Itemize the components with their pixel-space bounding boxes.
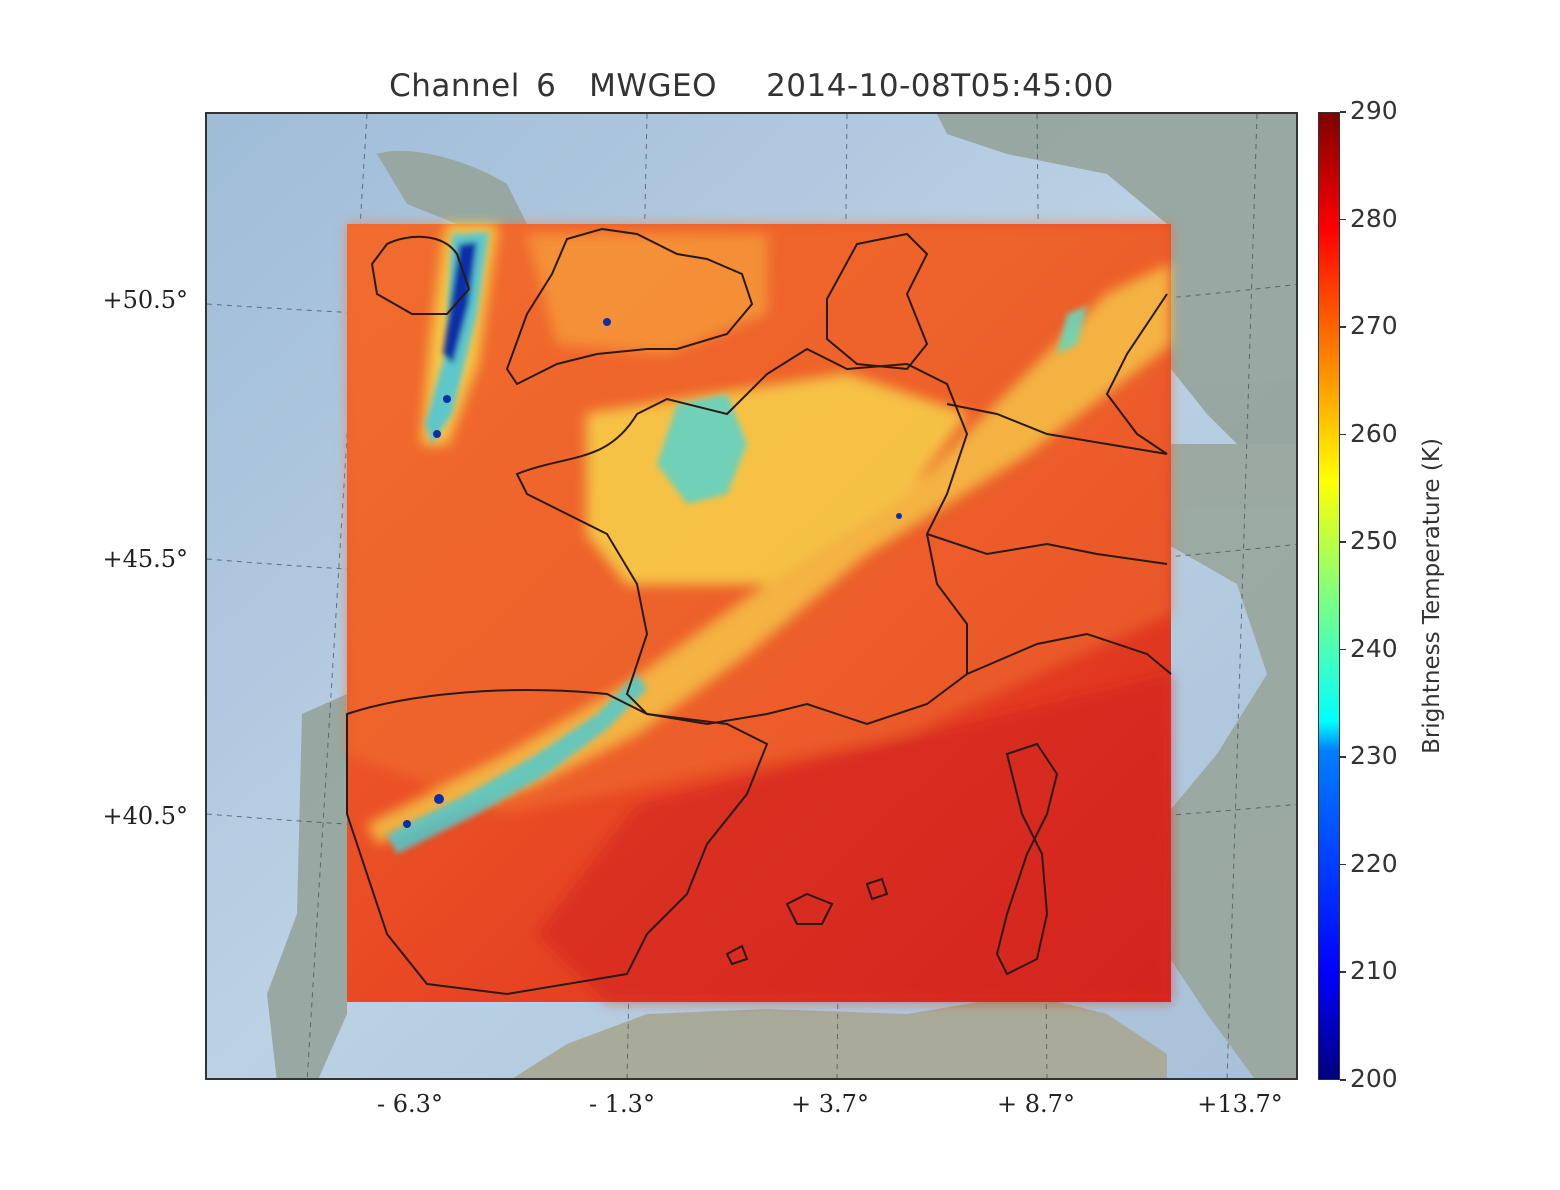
longitude-label-plus-8.7: + 8.7° — [997, 1090, 1075, 1118]
colorbar-tick-mark — [1340, 971, 1346, 973]
cyan-spots-east — [1057, 306, 1087, 354]
colorbar-tick-label: 280 — [1350, 203, 1398, 233]
latitude-label-40.5: +40.5° — [102, 802, 188, 830]
colorbar-tick-label: 220 — [1350, 848, 1398, 878]
colorbar-tick-label: 260 — [1350, 418, 1398, 448]
coldest-core-ireland — [443, 242, 477, 364]
colorbar-tick-label: 250 — [1350, 526, 1398, 556]
colorbar-tick-label: 290 — [1350, 96, 1398, 125]
cold-band-england — [527, 234, 767, 354]
colorbar-tick-mark — [1340, 1079, 1346, 1081]
longitude-label-minus-1.3: - 1.3° — [589, 1090, 655, 1118]
map-panel — [205, 112, 1298, 1080]
latitude-label-50.5: +50.5° — [102, 286, 188, 314]
colorbar-tick-mark — [1340, 648, 1346, 651]
colorbar-tick-mark — [1340, 541, 1346, 543]
colorbar-tick-mark — [1340, 326, 1346, 328]
cyan-diagonal-streak — [387, 674, 647, 854]
colorbar-tick-mark — [1340, 111, 1346, 113]
colorbar-tick-label: 200 — [1350, 1064, 1398, 1093]
brightness-temperature-field — [347, 224, 1171, 1002]
map-title: Channel 6 MWGEO 2014-10-08T05:45:00 — [389, 68, 1114, 104]
longitude-label-minus-6.3: - 6.3° — [377, 1090, 443, 1118]
coastlines — [346, 227, 1172, 996]
colorbar-tick-label: 270 — [1350, 311, 1398, 341]
colorbar-tick-mark — [1340, 756, 1346, 758]
cold-band-diagonal — [367, 264, 1171, 844]
colorbar-tick-label: 240 — [1350, 633, 1398, 663]
cyan-france-patch — [657, 394, 747, 504]
hot-mediterranean — [537, 674, 1171, 1002]
colorbar — [1318, 112, 1340, 1080]
colorbar-tick-label: 230 — [1350, 741, 1398, 771]
land-masses — [267, 114, 1296, 1078]
colorbar-tick-mark — [1340, 218, 1346, 221]
longitude-label-plus-3.7: + 3.7° — [791, 1090, 869, 1118]
latitude-label-45.5: +45.5° — [102, 545, 188, 573]
colorbar-tick-mark — [1340, 433, 1346, 436]
map-canvas — [207, 114, 1296, 1078]
colorbar-tick-label: 210 — [1350, 956, 1398, 986]
colorbar-tick-mark — [1340, 863, 1346, 866]
longitude-label-plus-13.7: +13.7° — [1197, 1090, 1283, 1118]
colorbar-label: Brightness Temperature (K) — [1419, 438, 1445, 754]
